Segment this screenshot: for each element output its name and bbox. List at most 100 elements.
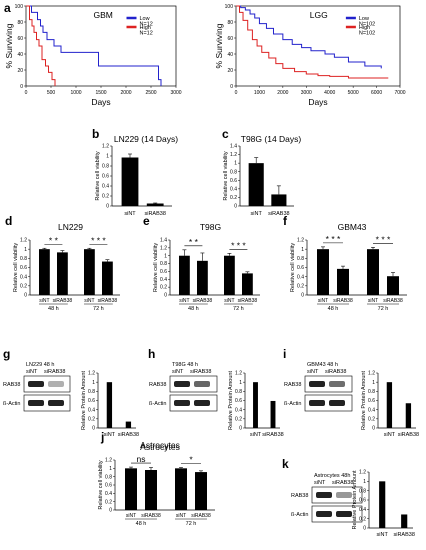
bar	[337, 268, 349, 295]
bar	[146, 203, 164, 206]
legend-label: High	[359, 25, 370, 31]
chart-title: T98G	[200, 222, 221, 232]
x-tick-label: siRAB38	[191, 513, 211, 519]
y-tick-label: 1.2	[297, 238, 304, 244]
y-tick-label: 0.4	[20, 274, 27, 280]
panel-label-i: i	[283, 347, 286, 361]
y-tick-label: 0	[239, 426, 242, 432]
band	[329, 400, 345, 406]
significance-mark: *	[189, 455, 193, 465]
y-axis-label: Relative Protein Amount	[81, 371, 87, 430]
y-tick-label: 0	[234, 204, 237, 210]
y-tick-label: 0.8	[20, 256, 27, 262]
legend-n: N=102	[359, 22, 375, 28]
x-tick-label: 2500	[145, 90, 156, 96]
group-label: 72 h	[233, 306, 244, 312]
band	[28, 381, 44, 387]
panel-label-g: g	[3, 347, 10, 361]
bar	[106, 382, 113, 428]
blot-frame	[304, 394, 353, 412]
y-tick-label: 60	[17, 36, 23, 42]
band-label: ß-Actin	[3, 401, 20, 407]
bar	[401, 514, 408, 528]
significance-mark: * *	[49, 235, 59, 245]
bar	[317, 249, 329, 295]
y-tick-label: 80	[17, 20, 23, 26]
group-label: 48 h	[328, 306, 339, 312]
band	[28, 400, 44, 406]
y-axis-label: Relative cell viability	[95, 151, 101, 200]
panel-label-h: h	[148, 347, 155, 361]
y-tick-label: 0.6	[297, 265, 304, 271]
y-tick-label: 0.8	[230, 169, 237, 175]
x-tick-label: siRAB38	[383, 298, 403, 304]
y-tick-label: 0.2	[20, 283, 27, 289]
bar	[125, 421, 132, 428]
y-tick-label: 0.8	[88, 389, 95, 395]
y-tick-label: 0.4	[368, 407, 375, 413]
lane-label: siRAB38	[190, 369, 211, 375]
y-tick-label: 0.6	[359, 498, 366, 504]
band	[309, 400, 325, 406]
blot-title: LN229 48 h	[26, 362, 54, 368]
y-tick-label: 0	[24, 293, 27, 299]
bar	[379, 481, 386, 528]
lane-label: siRAB38	[325, 369, 346, 375]
band	[194, 400, 210, 406]
x-tick-label: siRAB38	[141, 513, 161, 519]
y-tick-label: 1.2	[160, 245, 167, 251]
y-tick-label: 0.2	[160, 285, 167, 291]
x-axis-label: Days	[308, 97, 327, 107]
x-tick-label: siNT	[384, 432, 396, 438]
y-tick-label: 0.6	[230, 178, 237, 184]
y-axis-label: Relative cell viability	[223, 151, 229, 200]
legend-label: Low	[140, 16, 150, 22]
significance-mark: * * *	[376, 234, 391, 244]
x-tick-label: 1000	[254, 90, 265, 96]
y-tick-label: 0	[20, 84, 23, 90]
legend-label: Low	[359, 16, 369, 22]
y-tick-label: 0	[109, 508, 112, 514]
bar	[195, 472, 207, 510]
x-tick-label: 500	[47, 90, 56, 96]
y-tick-label: 0.8	[297, 256, 304, 262]
y-tick-label: 0.8	[359, 488, 366, 494]
band-label: ß-Actin	[284, 401, 301, 407]
panel-label-a: a	[4, 1, 11, 15]
y-tick-label: 0.6	[235, 398, 242, 404]
group-label: 48 h	[188, 306, 199, 312]
blot-frame	[304, 375, 353, 393]
y-tick-label: 0.2	[359, 516, 366, 522]
y-tick-label: 0.8	[235, 389, 242, 395]
band-label: RAB38	[291, 493, 308, 499]
panel-label-d: d	[5, 214, 12, 228]
bar	[179, 255, 190, 295]
significance-mark: * * *	[231, 240, 246, 250]
y-axis-label: Relative cell viability	[290, 243, 296, 292]
y-tick-label: 0.4	[102, 184, 109, 190]
legend-n: N=12	[140, 22, 153, 28]
y-tick-label: 0.8	[105, 474, 112, 480]
bar	[197, 260, 208, 295]
band	[336, 511, 352, 517]
x-tick-label: 7000	[394, 90, 405, 96]
chart-title: GBM43	[338, 222, 367, 232]
blot-title: Astrocytes 48h	[314, 473, 350, 479]
band	[336, 492, 352, 498]
chart-title: LN229	[58, 222, 83, 232]
panel-label-f: f	[283, 214, 288, 228]
band	[309, 381, 325, 387]
x-tick-label: siNT	[318, 298, 328, 304]
bar	[386, 382, 393, 428]
y-tick-label: 1	[239, 380, 242, 386]
y-tick-label: 1	[24, 247, 27, 253]
y-tick-label: 0.6	[88, 398, 95, 404]
y-tick-label: 0	[106, 204, 109, 210]
significance-mark: ns	[137, 454, 146, 464]
x-tick-label: 6000	[371, 90, 382, 96]
bar	[39, 249, 50, 295]
x-tick-label: siNT	[377, 532, 389, 538]
x-tick-label: siNT	[368, 298, 378, 304]
y-tick-label: 40	[227, 52, 233, 58]
